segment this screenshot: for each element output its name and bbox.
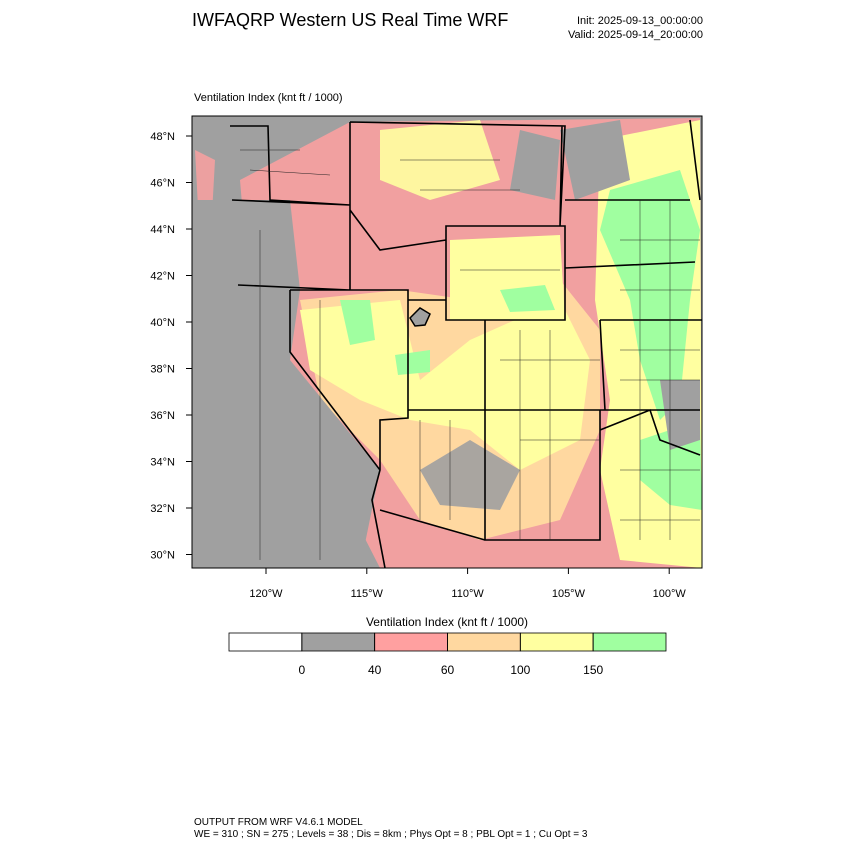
colorbar-box	[519, 632, 594, 652]
colorbar-box	[301, 632, 376, 652]
title: IWFAQRP Western US Real Time WRF	[192, 10, 508, 30]
colorbar: 0 40 60 100 150	[228, 632, 667, 677]
lat-label: 34°N	[150, 457, 175, 469]
footer-line: OUTPUT FROM WRF V4.6.1 MODEL	[194, 817, 363, 828]
lat-label: 48°N	[150, 131, 175, 143]
colorbar-label: 100	[510, 663, 530, 677]
map-field	[192, 116, 702, 568]
colorbar-box	[447, 632, 521, 652]
colorbar-label: 40	[368, 663, 382, 677]
colorbar-box	[592, 632, 667, 652]
lat-label: 30°N	[150, 550, 175, 562]
lat-label: 42°N	[150, 271, 175, 283]
map-frame	[191, 115, 703, 569]
map-label: Ventilation Index (knt ft / 1000)	[194, 92, 343, 104]
valid-time: Valid: 2025-09-14_20:00:00	[568, 29, 703, 41]
lon-label: 120°W	[249, 588, 283, 600]
lon-label: 115°W	[351, 588, 384, 600]
colorbar-box	[228, 632, 303, 652]
footer-line: WE = 310 ; SN = 275 ; Levels = 38 ; Dis …	[194, 829, 588, 840]
lon-label: 110°W	[451, 588, 484, 600]
colorbar-box	[374, 632, 448, 652]
lat-label: 36°N	[150, 410, 175, 422]
colorbar-label: 150	[583, 663, 603, 677]
colorbar-label: 0	[298, 663, 305, 677]
axis-labels: 48°N 46°N 44°N 42°N 40°N 38°N 36°N 34°N 32°N 30°N…	[150, 131, 686, 600]
lat-label: 40°N	[150, 317, 175, 329]
lat-label: 46°N	[150, 178, 175, 190]
lat-label: 44°N	[150, 224, 175, 236]
colorbar-label: 60	[441, 663, 455, 677]
lon-label: 105°W	[552, 588, 586, 600]
lon-label: 100°W	[653, 588, 687, 600]
init-time: Init: 2025-09-13_00:00:00	[577, 15, 703, 27]
lat-label: 32°N	[150, 503, 175, 515]
lat-label: 38°N	[150, 364, 175, 376]
colorbar-title: Ventilation Index (knt ft / 1000)	[366, 615, 528, 629]
